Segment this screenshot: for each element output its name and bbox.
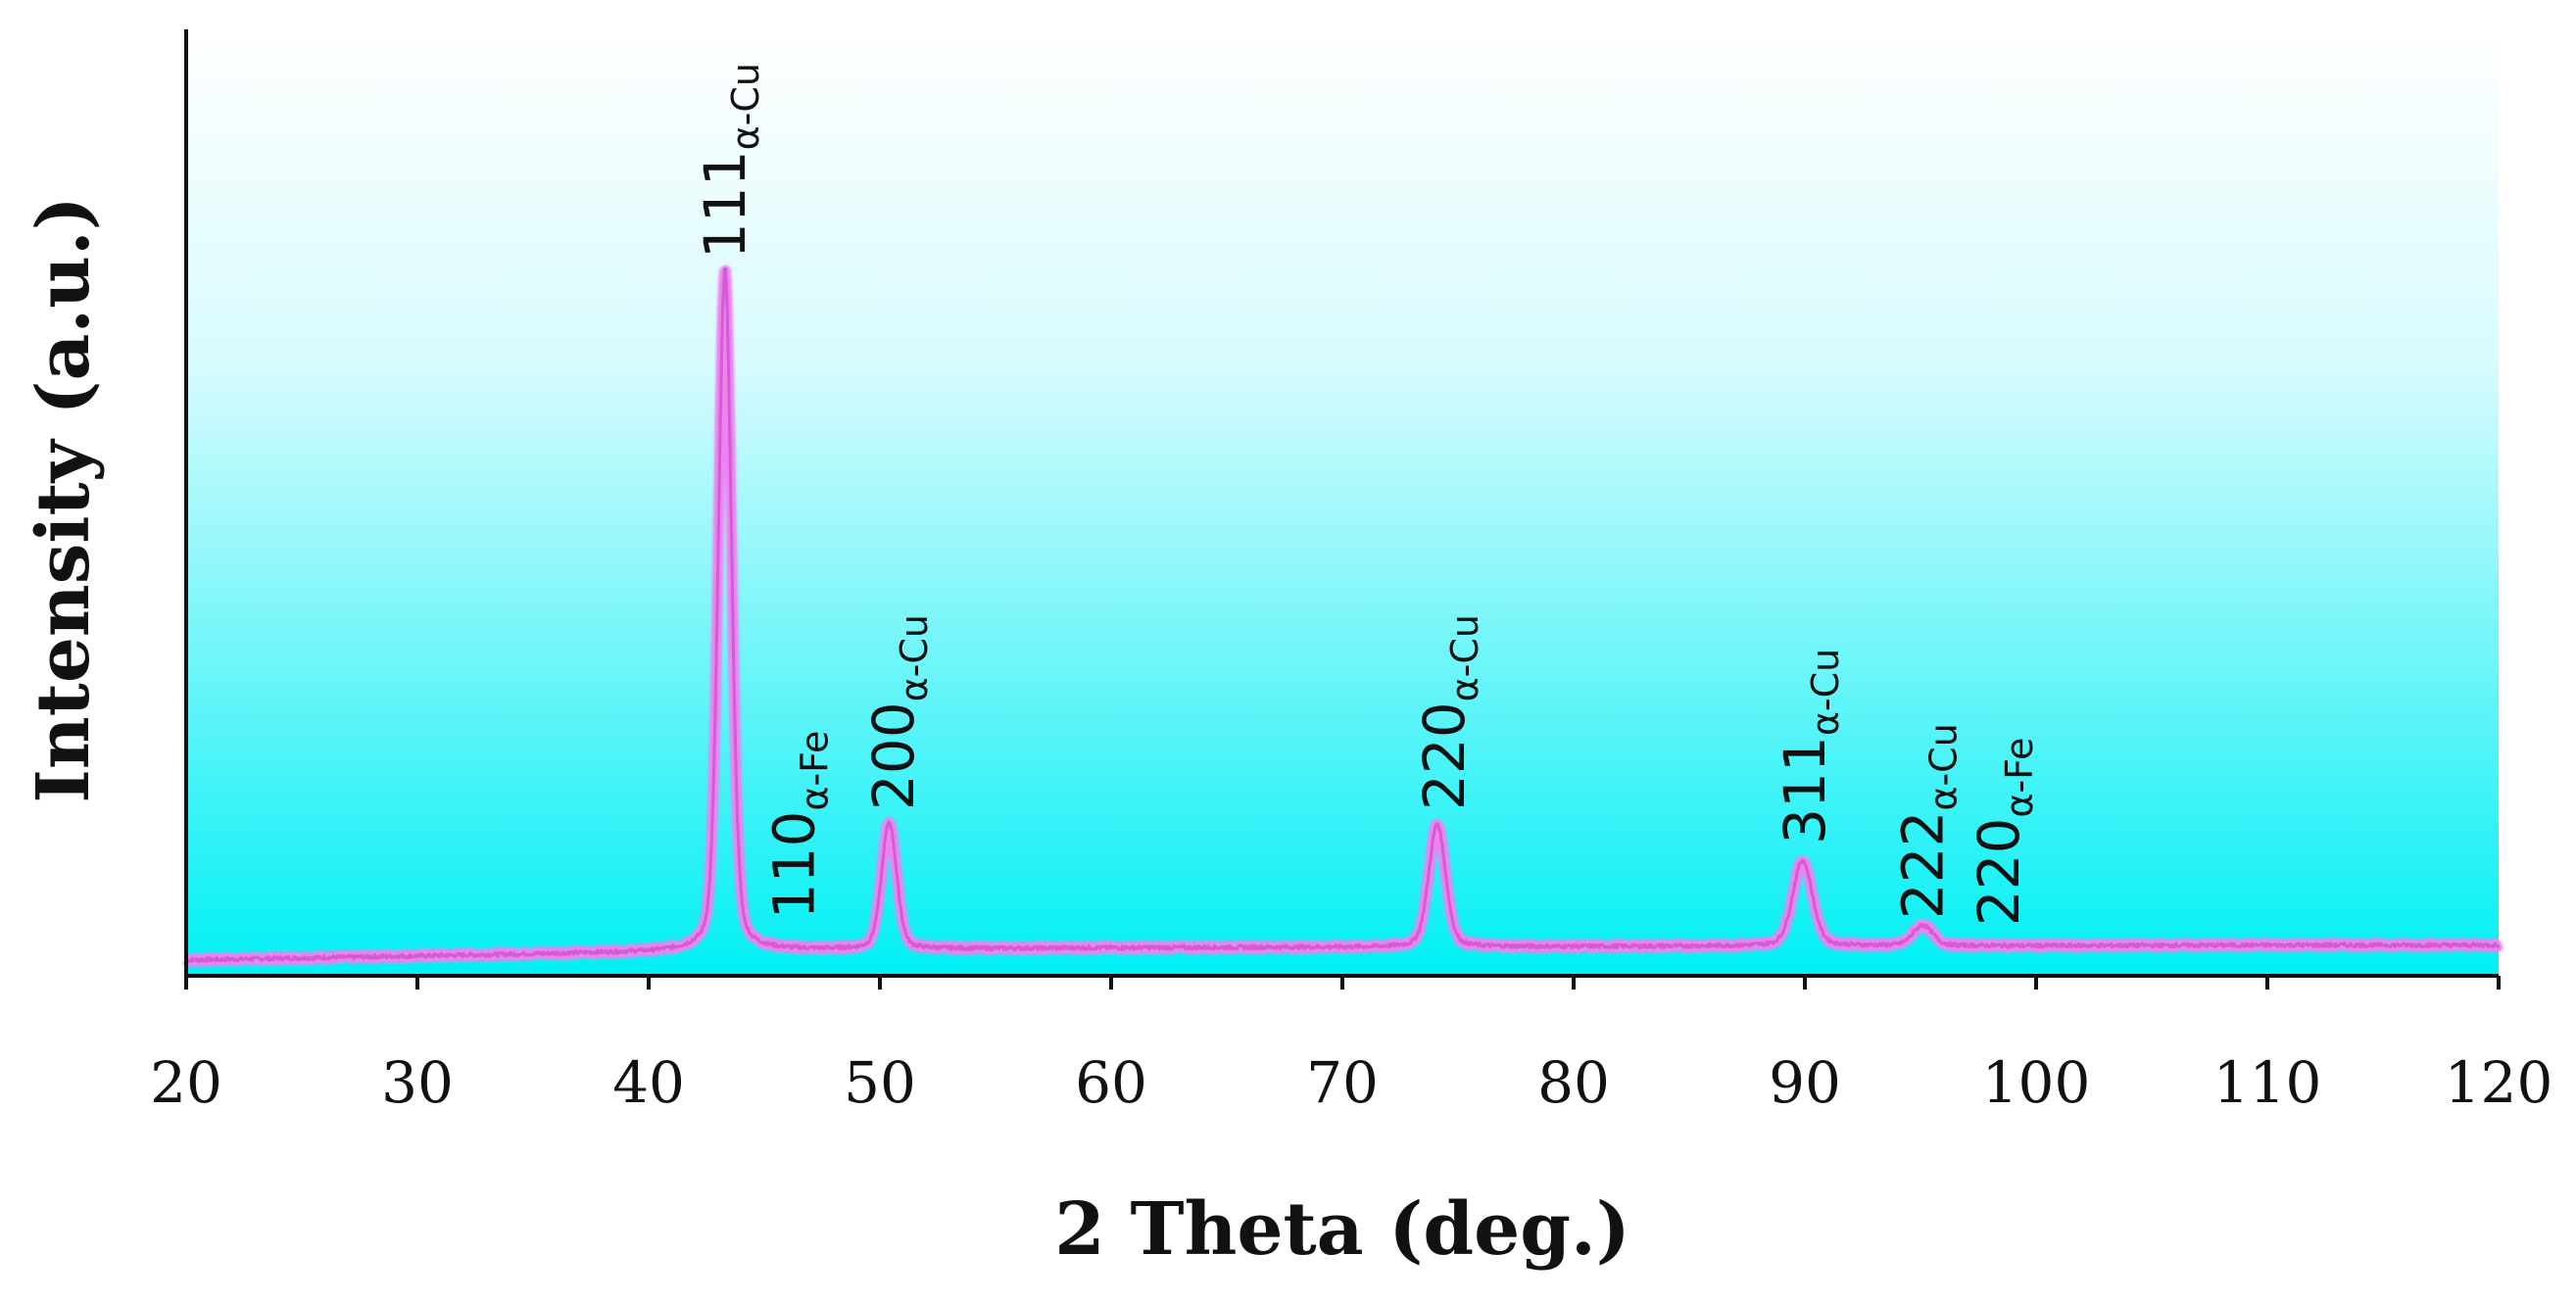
peak-point-220 xyxy=(1434,822,1439,827)
x-tick-label-40: 40 xyxy=(612,1049,685,1116)
x-tick-label-20: 20 xyxy=(150,1049,222,1116)
x-tick-label-100: 100 xyxy=(1982,1049,2091,1116)
x-tick-label-60: 60 xyxy=(1075,1049,1147,1116)
peak-label-110-fe: 110α-Fe xyxy=(761,731,837,920)
peak-point-111 xyxy=(722,266,727,271)
peak-label-220-fe: 220α-Fe xyxy=(1966,738,2041,927)
x-tick-label-120: 120 xyxy=(2445,1049,2553,1116)
x-tick-labels: 20 30 40 50 60 70 80 90 100 110 120 xyxy=(150,1049,2552,1116)
peak-label-index: 220 xyxy=(1966,818,2032,927)
peak-label-phase: α-Cu xyxy=(893,614,936,701)
peak-point-222 xyxy=(1920,923,1925,928)
peak-label-index: 311 xyxy=(1772,736,1838,845)
x-tick-label-90: 90 xyxy=(1769,1049,1841,1116)
y-axis-title: Intensity (a.u.) xyxy=(22,196,106,803)
peak-label-phase: α-Fe xyxy=(1998,738,2041,818)
peak-label-index: 200 xyxy=(860,701,927,810)
peak-label-phase: α-Cu xyxy=(724,63,767,150)
peak-label-311-cu: 311α-Cu xyxy=(1772,649,1847,845)
peak-point-200 xyxy=(887,820,892,825)
series-line-xrd-pattern xyxy=(185,268,2501,963)
peak-label-222-cu: 222α-Cu xyxy=(1889,723,1965,919)
peak-label-index: 111 xyxy=(692,150,758,259)
peak-label-220-cu: 220α-Cu xyxy=(1411,614,1486,810)
x-axis-title: 2 Theta (deg.) xyxy=(1054,1187,1629,1272)
x-tick-label-70: 70 xyxy=(1306,1049,1379,1116)
peak-label-phase: α-Cu xyxy=(1804,649,1847,736)
x-tick-label-80: 80 xyxy=(1537,1049,1610,1116)
peak-point-311 xyxy=(1800,858,1805,863)
x-tick-label-50: 50 xyxy=(844,1049,916,1116)
series-layer xyxy=(181,265,2504,967)
peak-label-index: 110 xyxy=(761,811,828,920)
peak-label-200-cu: 200α-Cu xyxy=(860,614,936,810)
peak-label-phase: α-Cu xyxy=(1443,614,1486,701)
peak-label-index: 222 xyxy=(1889,811,1956,920)
x-tick-label-30: 30 xyxy=(381,1049,454,1116)
x-tick-label-110: 110 xyxy=(2213,1049,2322,1116)
peak-label-phase: α-Fe xyxy=(794,731,837,811)
plot-background xyxy=(186,29,2499,975)
peak-label-index: 220 xyxy=(1411,701,1478,810)
peak-label-phase: α-Cu xyxy=(1921,723,1965,810)
peak-label-111-cu: 111α-Cu xyxy=(692,63,767,259)
x-ticks xyxy=(184,976,2501,989)
